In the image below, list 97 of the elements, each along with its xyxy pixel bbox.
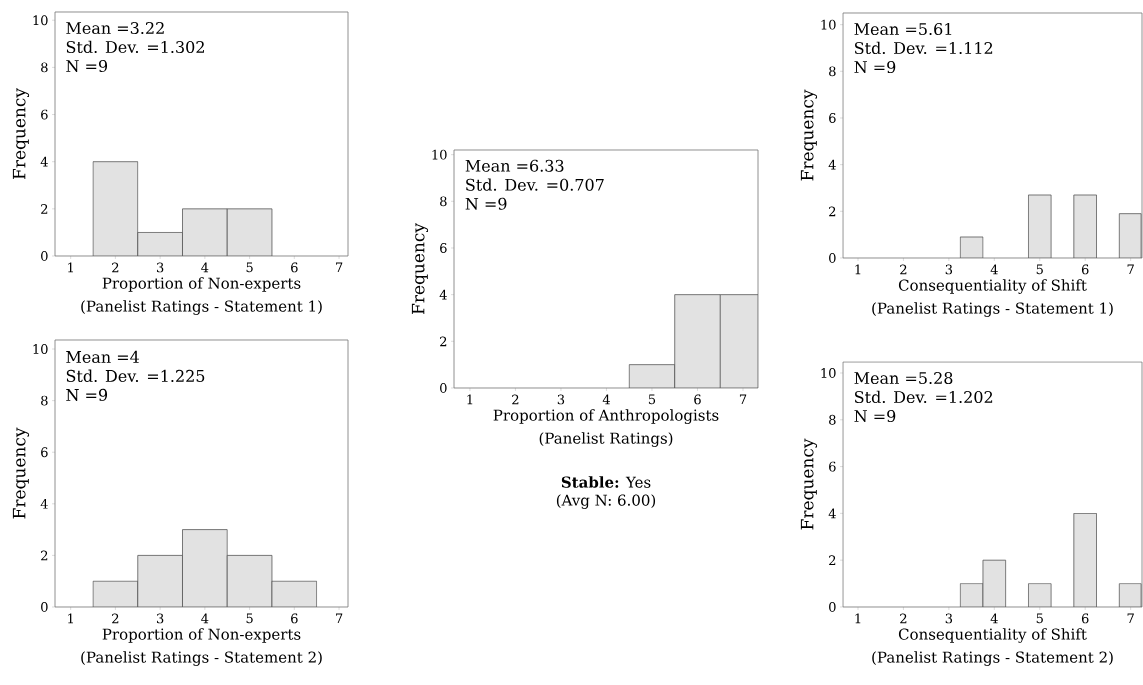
- y-axis-title: Frequency: [800, 438, 818, 530]
- text: (Panelist Ratings): [539, 432, 673, 447]
- y-tick-label: 10: [33, 344, 48, 354]
- x-tick-label: 3: [945, 613, 953, 624]
- y-tick-label: 0: [829, 602, 836, 612]
- y-tick-label: 2: [41, 550, 48, 561]
- x-tick-label: 7: [1127, 613, 1134, 623]
- x-tick-label: 7: [336, 262, 343, 272]
- x-tick-label: 1: [68, 613, 73, 624]
- x-tick-label: 3: [557, 394, 565, 405]
- x-tick-label: 4: [201, 262, 209, 273]
- y-tick-label: 10: [821, 368, 836, 378]
- annotation: N =9: [66, 59, 108, 73]
- x-axis-title: Proportion of Non-experts: [102, 277, 301, 292]
- x-axis-title: Proportion of Anthropologists: [493, 409, 719, 424]
- y-tick-label: 0: [440, 383, 447, 393]
- annotation: Mean =5.61: [854, 22, 952, 36]
- x-tick-label: 4: [990, 613, 998, 624]
- x-tick-label: 6: [1081, 264, 1089, 275]
- x-tick-label: 6: [1081, 613, 1089, 624]
- y-tick-label: 6: [829, 113, 836, 123]
- annotation: Mean =5.28: [854, 371, 953, 385]
- y-tick-label: 4: [828, 159, 836, 170]
- x-axis-title: Consequentiality of Shift: [898, 628, 1087, 643]
- x-tick-label: 1: [855, 613, 861, 624]
- y-axis-title: Frequency: [12, 88, 30, 180]
- annotation: Std. Dev. =1.302: [66, 40, 204, 54]
- y-tick-label: 8: [440, 196, 447, 207]
- y-tick-label: 8: [829, 414, 836, 425]
- y-tick-label: 6: [829, 461, 836, 472]
- y-tick-label: 2: [440, 336, 447, 347]
- x-tick-label: 7: [739, 394, 747, 404]
- x-tick-label: 3: [945, 264, 953, 275]
- x-axis-title: Consequentiality of Shift: [898, 279, 1087, 294]
- x-tick-label: 4: [602, 394, 610, 405]
- y-tick-label: 0: [41, 251, 48, 261]
- x-tick-label: 5: [1036, 613, 1043, 624]
- x-tick-label: 4: [201, 613, 209, 624]
- x-axis-title: Proportion of Non-experts: [102, 628, 301, 643]
- x-tick-label: 6: [694, 394, 701, 405]
- text: (Panelist Ratings - Statement 2): [872, 651, 1113, 666]
- text: (Avg N: 6.00): [556, 494, 656, 509]
- y-tick-label: 10: [33, 15, 48, 26]
- annotation: Std. Dev. =1.202: [855, 390, 993, 404]
- x-tick-label: 1: [68, 262, 73, 273]
- text: (Panelist Ratings - Statement 2): [81, 651, 322, 666]
- annotation: Std. Dev. =1.225: [66, 369, 205, 382]
- y-tick-label: 2: [829, 206, 836, 217]
- annotation: Mean =4: [66, 350, 140, 363]
- annotation: Std. Dev. =1.112: [855, 41, 993, 55]
- x-tick-label: 1: [855, 264, 861, 275]
- y-tick-label: 10: [821, 19, 836, 30]
- y-tick-label: 6: [440, 243, 447, 253]
- text: (Panelist Ratings - Statement 1): [872, 302, 1113, 317]
- y-tick-label: 6: [41, 447, 48, 458]
- x-tick-label: 2: [900, 613, 907, 624]
- y-tick-label: 8: [829, 66, 836, 77]
- annotation: N =9: [465, 197, 507, 210]
- x-tick-label: 5: [246, 262, 253, 273]
- x-tick-label: 2: [900, 264, 907, 275]
- x-tick-label: 5: [1036, 264, 1043, 275]
- y-tick-label: 4: [828, 508, 836, 519]
- y-tick-label: 4: [40, 156, 48, 167]
- y-tick-label: 4: [40, 498, 48, 509]
- annotation: N =9: [854, 60, 896, 74]
- annotation: Std. Dev. =0.707: [466, 178, 604, 191]
- annotation: N =9: [66, 388, 108, 401]
- x-tick-label: 2: [112, 262, 119, 273]
- annotation: Mean =6.33: [465, 159, 564, 172]
- x-tick-label: 2: [112, 613, 119, 624]
- x-tick-label: 1: [467, 394, 473, 405]
- y-axis-title: Frequency: [411, 223, 429, 315]
- y-tick-label: 6: [41, 109, 48, 120]
- x-tick-label: 4: [990, 264, 998, 275]
- y-tick-label: 4: [439, 289, 447, 300]
- y-axis-title: Frequency: [12, 427, 30, 519]
- y-axis-title: Frequency: [800, 89, 818, 181]
- x-tick-label: 6: [291, 613, 298, 624]
- annotation: N =9: [854, 409, 896, 423]
- x-tick-label: 3: [156, 262, 164, 273]
- y-tick-label: 8: [41, 395, 48, 406]
- x-tick-label: 5: [246, 613, 253, 624]
- x-tick-label: 7: [1127, 264, 1134, 274]
- y-tick-label: 2: [829, 555, 836, 566]
- annotation: Mean =3.22: [66, 21, 164, 35]
- x-tick-label: 7: [336, 613, 343, 623]
- y-tick-label: 10: [432, 149, 447, 160]
- y-tick-label: 0: [41, 602, 48, 612]
- x-tick-label: 3: [156, 613, 164, 624]
- x-tick-label: 5: [648, 394, 656, 405]
- text: (Panelist Ratings - Statement 1): [81, 300, 322, 315]
- y-tick-label: 0: [829, 253, 836, 263]
- text: Stable: Yes: [561, 476, 651, 488]
- y-tick-label: 8: [41, 62, 48, 73]
- y-tick-label: 2: [41, 204, 48, 214]
- x-tick-label: 6: [291, 262, 298, 273]
- x-tick-label: 2: [512, 394, 519, 405]
